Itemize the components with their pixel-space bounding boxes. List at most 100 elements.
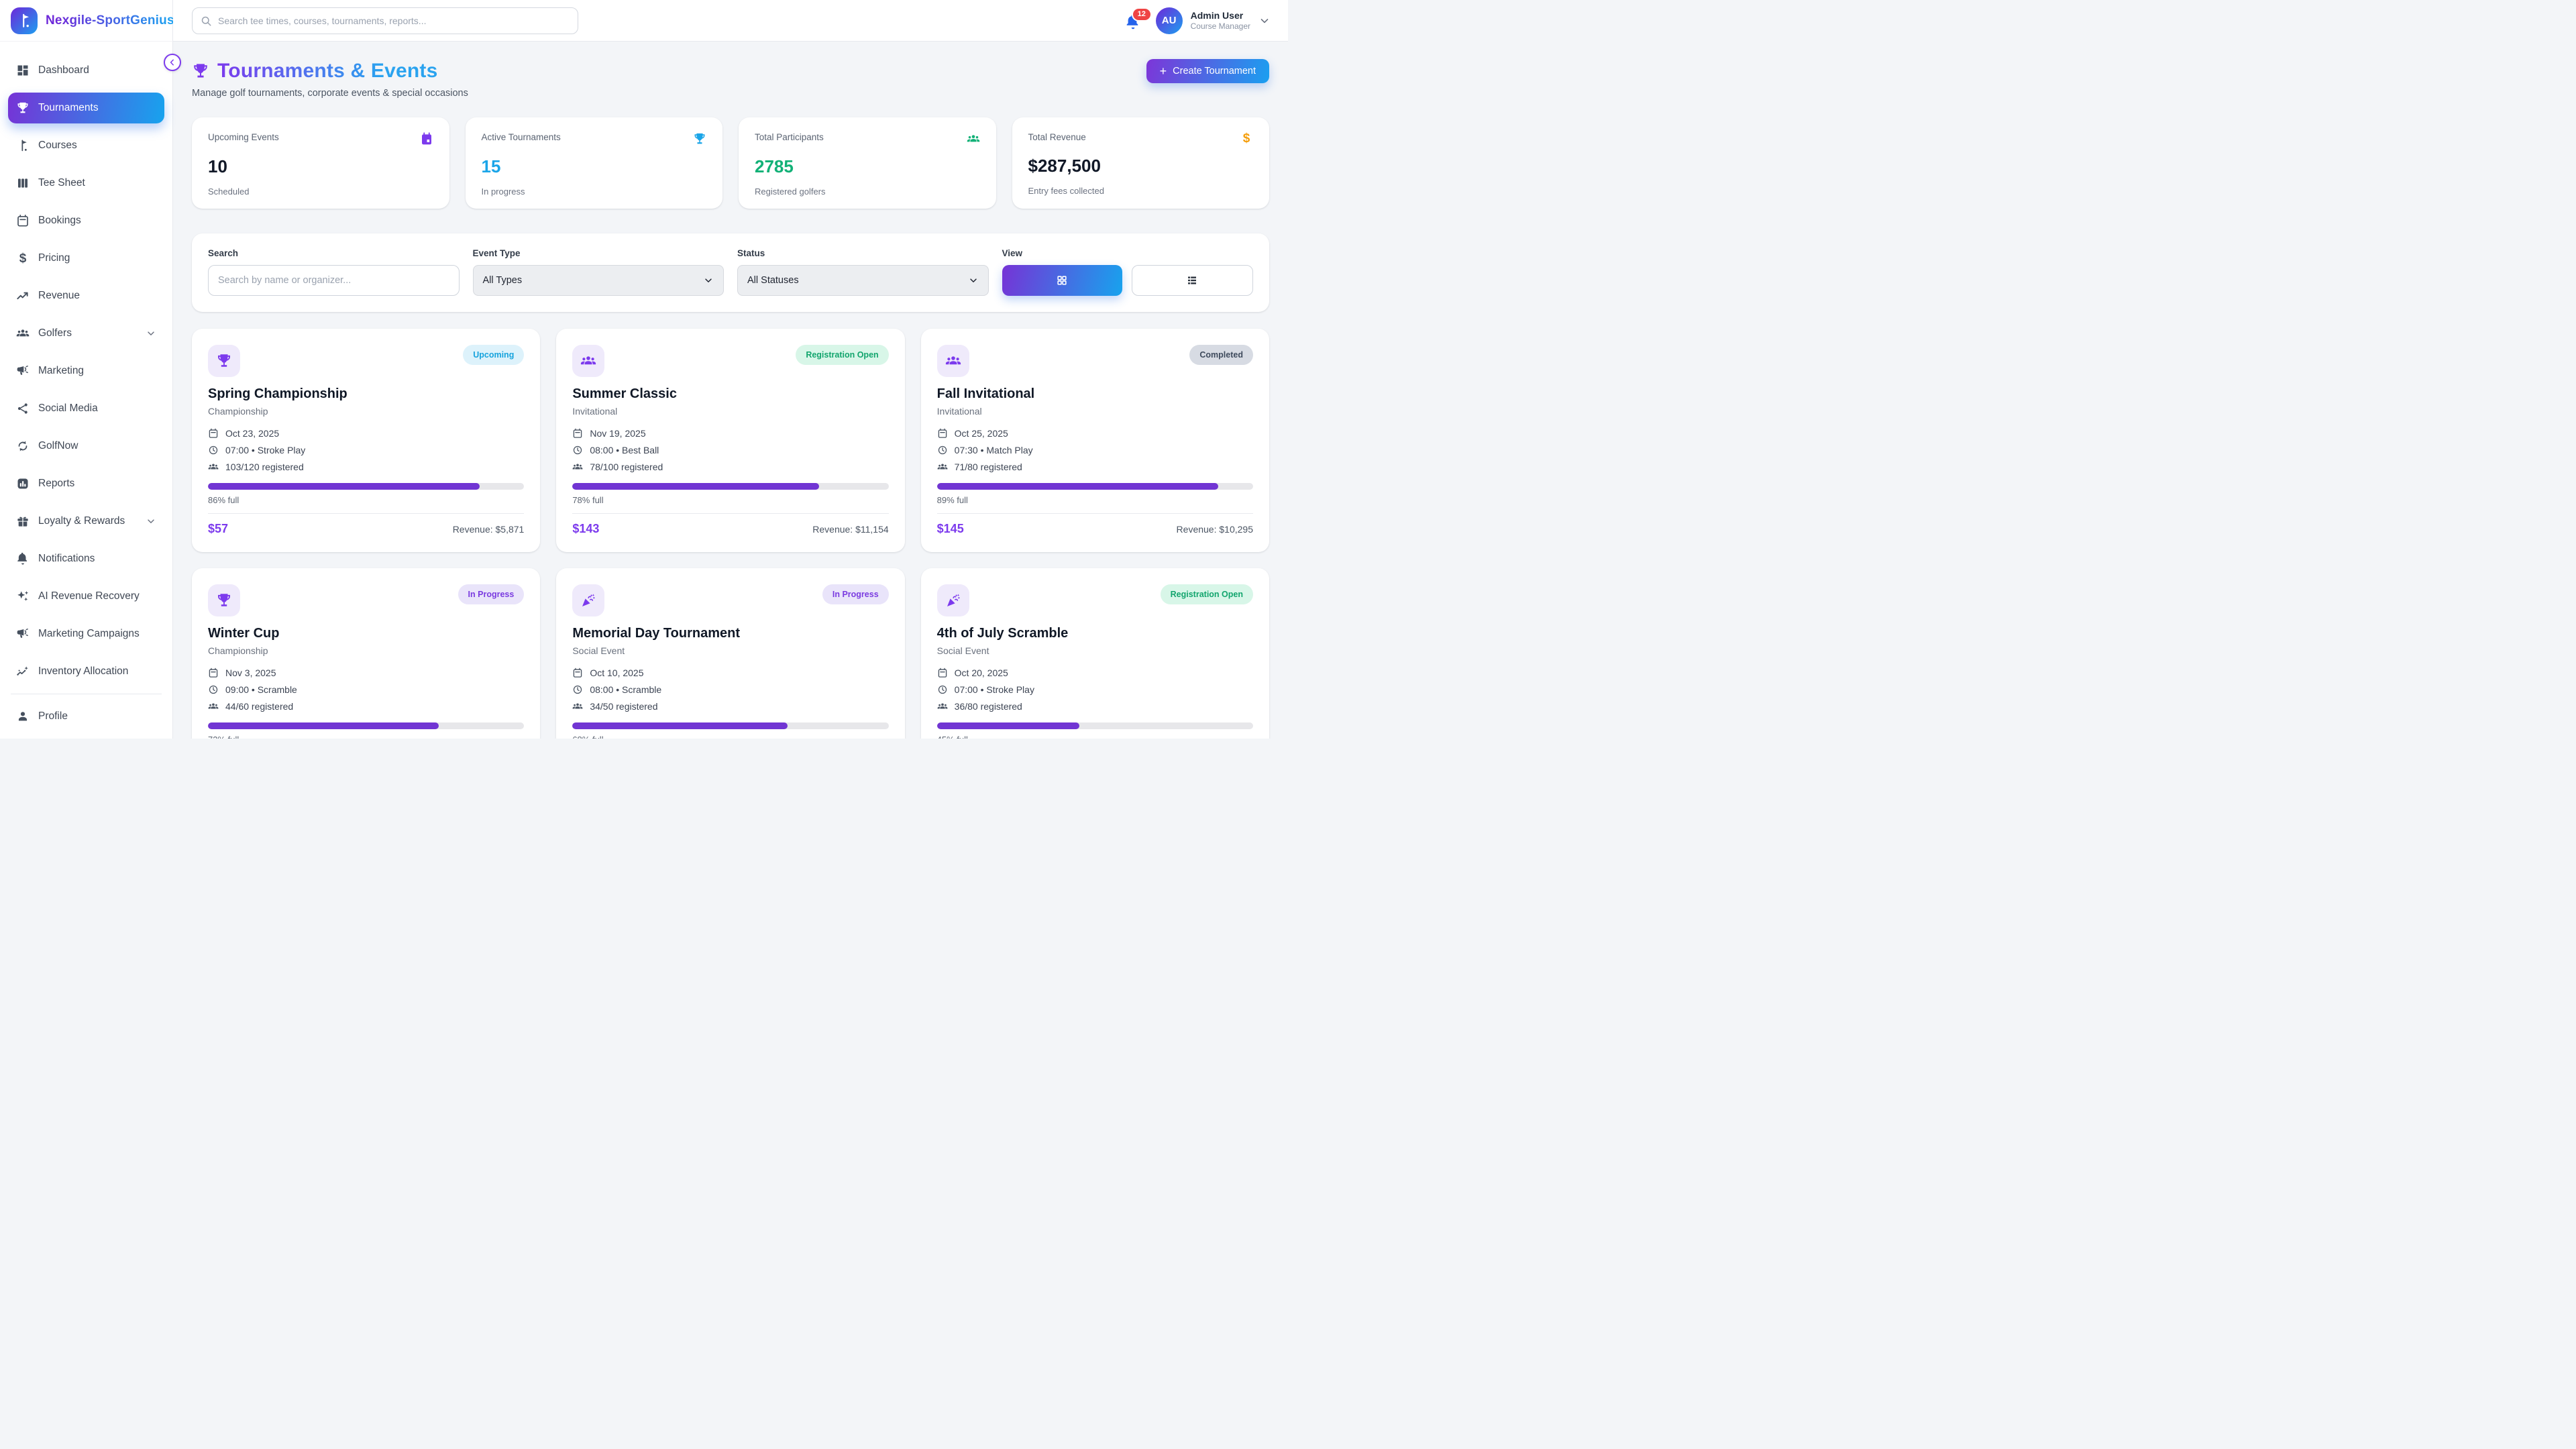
tournament-type: Championship xyxy=(208,406,268,417)
plus-icon: + xyxy=(1159,64,1167,78)
tournament-card[interactable]: Upcoming Spring Championship Championshi… xyxy=(192,329,541,552)
sidebar-item-pricing[interactable]: $ Pricing xyxy=(8,243,164,274)
entry-price: $143 xyxy=(572,522,600,535)
registration-progress xyxy=(936,483,1253,490)
trophy-icon xyxy=(16,101,30,115)
sidebar-item-marketing-campaigns[interactable]: Marketing Campaigns xyxy=(8,619,164,649)
sidebar-collapse-button[interactable] xyxy=(164,54,181,71)
sparkles-icon xyxy=(16,590,30,603)
page-title: Tournaments & Events xyxy=(217,60,438,82)
chevron-down-icon xyxy=(968,275,979,286)
search-icon xyxy=(200,15,212,27)
page-subtitle: Manage golf tournaments, corporate event… xyxy=(192,88,468,99)
people-icon xyxy=(16,327,30,340)
tournament-type: Championship xyxy=(208,645,268,656)
dollar-icon: $ xyxy=(19,251,27,266)
tournament-card[interactable]: Completed Fall Invitational Invitational… xyxy=(920,329,1269,552)
filter-bar: Search Event Type All Types Status All S… xyxy=(192,233,1269,312)
status-select[interactable]: All Statuses xyxy=(737,265,989,296)
golf-flag-icon xyxy=(16,139,30,152)
sidebar-item-golfers[interactable]: Golfers xyxy=(8,318,164,349)
chevron-left-icon xyxy=(167,57,178,68)
sidebar-item-profile[interactable]: Profile xyxy=(8,701,164,732)
entry-price: $57 xyxy=(208,522,229,535)
registration-progress xyxy=(572,722,889,729)
chevron-down-icon xyxy=(146,516,156,527)
share-icon xyxy=(16,402,30,415)
sidebar-item-inventory-allocation[interactable]: Inventory Allocation xyxy=(8,656,164,687)
sidebar-item-tee-sheet[interactable]: Tee Sheet xyxy=(8,168,164,199)
filter-status: Status All Statuses xyxy=(737,248,989,296)
stat-value: 15 xyxy=(481,156,501,176)
brand-header: Nexgile-SportGenius xyxy=(0,0,174,42)
list-view-button[interactable] xyxy=(1131,265,1253,296)
percent-full: 68% full xyxy=(572,735,888,739)
clock-icon xyxy=(208,445,219,455)
brand-name: Nexgile-SportGenius xyxy=(46,13,174,28)
calendar-icon xyxy=(420,132,433,146)
main-content: Tournaments & Events + Create Tournament… xyxy=(173,42,1288,739)
sidebar-item-revenue[interactable]: Revenue xyxy=(8,280,164,311)
bar-chart-icon xyxy=(16,477,30,490)
filter-search: Search xyxy=(208,248,460,296)
notifications-button[interactable]: 12 xyxy=(1125,7,1152,32)
entry-price: $145 xyxy=(936,522,964,535)
filter-search-input[interactable] xyxy=(208,265,460,296)
sidebar-item-ai-revenue-recovery[interactable]: AI Revenue Recovery xyxy=(8,581,164,612)
sidebar-item-marketing[interactable]: Marketing xyxy=(8,356,164,386)
clock-icon xyxy=(937,445,948,455)
sidebar-item-reports[interactable]: Reports xyxy=(8,468,164,499)
status-badge: Upcoming xyxy=(463,345,525,365)
event-type-select[interactable]: All Types xyxy=(472,265,724,296)
tournament-icon-tile xyxy=(936,345,969,377)
party-popper-icon xyxy=(580,592,596,608)
percent-full: 73% full xyxy=(208,735,524,739)
trending-up-icon xyxy=(16,289,30,303)
sidebar-item-courses[interactable]: Courses xyxy=(8,130,164,161)
tournament-grid: Upcoming Spring Championship Championshi… xyxy=(192,329,1269,739)
tournament-icon-tile xyxy=(572,345,605,377)
user-role: Course Manager xyxy=(1190,21,1250,32)
chevron-down-icon xyxy=(1258,15,1271,27)
stat-card-active-tournaments: Active Tournaments 15 In progress xyxy=(465,117,722,209)
status-badge: In Progress xyxy=(458,584,525,604)
tournament-card[interactable]: Registration Open Summer Classic Invitat… xyxy=(556,329,905,552)
grid-view-button[interactable] xyxy=(1002,265,1122,296)
trophy-icon xyxy=(216,353,232,369)
topbar-right: 12 AU Admin User Course Manager xyxy=(1125,7,1271,34)
stat-value: 10 xyxy=(208,156,227,176)
global-search-input[interactable] xyxy=(192,7,578,34)
bell-icon xyxy=(16,552,30,566)
tournament-card[interactable]: In Progress Memorial Day Tournament Soci… xyxy=(556,568,905,739)
people-icon xyxy=(580,353,596,369)
sidebar-item-loyalty-rewards[interactable]: Loyalty & Rewards xyxy=(8,506,164,537)
tournament-name: Spring Championship xyxy=(208,386,347,401)
golf-flag-icon xyxy=(16,13,32,29)
stat-value: 2785 xyxy=(755,156,794,176)
tournament-card[interactable]: In Progress Winter Cup Championship Nov … xyxy=(192,568,541,739)
clock-icon xyxy=(208,684,219,695)
page-header: Tournaments & Events + Create Tournament xyxy=(192,59,1269,83)
status-badge: Completed xyxy=(1189,345,1253,365)
sidebar-item-bookings[interactable]: Bookings xyxy=(8,205,164,236)
people-icon xyxy=(208,462,219,472)
tournament-icon-tile xyxy=(208,584,240,616)
percent-full: 78% full xyxy=(572,495,604,505)
sidebar-item-social-media[interactable]: Social Media xyxy=(8,393,164,424)
tournament-icon-tile xyxy=(572,584,605,616)
registration-progress xyxy=(936,722,1253,729)
sidebar-item-tournaments[interactable]: Tournaments xyxy=(8,93,164,123)
sidebar-item-notifications[interactable]: Notifications xyxy=(8,543,164,574)
create-tournament-button[interactable]: + Create Tournament xyxy=(1146,59,1269,83)
tournament-name: Fall Invitational xyxy=(936,386,1035,401)
calendar-icon xyxy=(208,667,219,678)
tournament-card[interactable]: Registration Open 4th of July Scramble S… xyxy=(920,568,1269,739)
columns-icon xyxy=(16,176,30,190)
calendar-icon xyxy=(572,428,583,439)
sidebar-item-dashboard[interactable]: Dashboard xyxy=(8,55,164,86)
sidebar-item-golfnow[interactable]: GolfNow xyxy=(8,431,164,462)
user-menu[interactable]: AU Admin User Course Manager xyxy=(1155,7,1271,34)
percent-full: 86% full xyxy=(208,495,239,505)
stats-row: Upcoming Events 10 Scheduled Active Tour… xyxy=(192,117,1269,209)
trophy-icon xyxy=(192,62,209,80)
